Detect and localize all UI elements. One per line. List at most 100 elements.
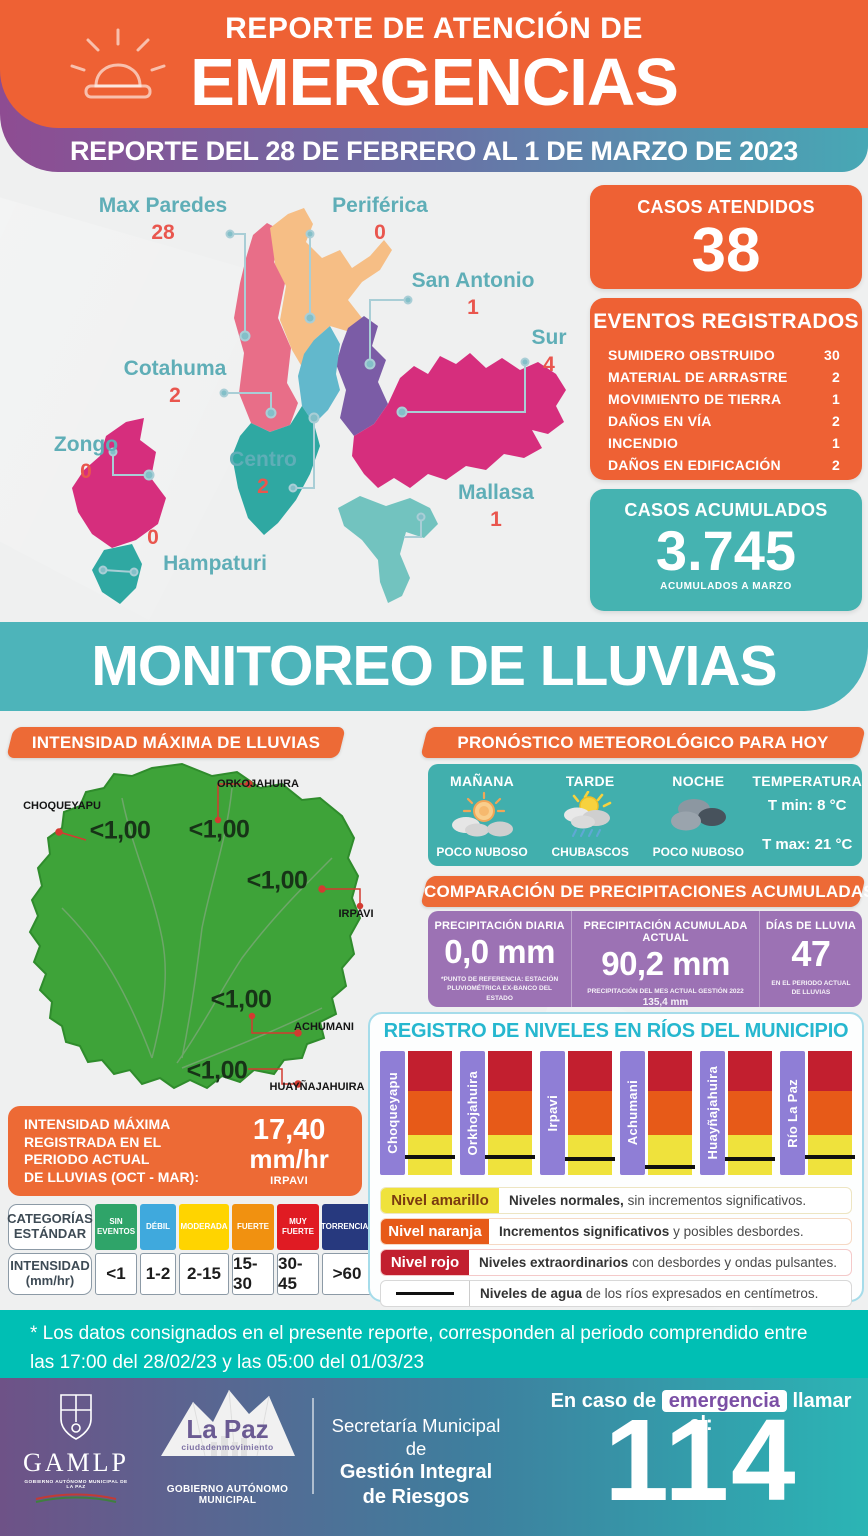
gamlp-logo: GAMLP GOBIERNO AUTÓNOMO MUNICIPAL DE LA … [20, 1392, 132, 1508]
max-intensity-unit: mm/hr [249, 1143, 329, 1174]
max-intensity-header-label: INTENSIDAD MÁXIMA DE LLUVIAS [31, 733, 321, 752]
report-title-line2: EMERGENCIAS [190, 45, 679, 120]
stat-note: PRECIPITACIÓN DEL MES ACTUAL GESTIÓN 202… [587, 988, 744, 1009]
stat-label: DÍAS DE LLUVIA [765, 920, 857, 932]
temperature-min: T min: 8 °C [767, 797, 847, 814]
district-label: Mallasa [458, 481, 534, 504]
intensity-cell: 30-45 [277, 1253, 319, 1295]
stat-value: 47 [791, 933, 831, 974]
rain-monitoring-banner: MONITOREO DE LLUVIAS [0, 622, 868, 711]
forecast-condition: CHUBASCOS [551, 845, 629, 859]
river-levels-legend: Nivel amarillo Niveles normales, sin inc… [380, 1187, 852, 1307]
station-label: HUAYÑAJAHUIRA [269, 1081, 365, 1093]
max-intensity-station: IRPAVI [270, 1174, 309, 1187]
district-value: 28 [151, 221, 175, 244]
event-row: DAÑOS EN EDIFICACIÓN 2 [590, 454, 862, 476]
stat-label: PRECIPITACIÓN DIARIA [434, 920, 565, 932]
max-intensity-label-line: DE LLUVIAS (OCT - MAR): [24, 1168, 199, 1185]
river-bar [805, 1051, 855, 1175]
legend-row: Nivel naranja Incrementos significativos… [380, 1218, 852, 1245]
gamlp-acronym: GAMLP [22, 1448, 129, 1477]
water-level-line [645, 1164, 695, 1169]
event-label: DAÑOS EN VÍA [608, 413, 712, 429]
legend-description: Niveles normales, sin incrementos signif… [509, 1193, 807, 1208]
stat-value: 0,0 mm [444, 933, 555, 970]
station-connectors [55, 780, 364, 1088]
river-group: Achumani [620, 1051, 695, 1175]
forecast-condition: POCO NUBOSO [652, 845, 744, 859]
forecast-night: NOCHE POCO NUBOSO [644, 764, 752, 866]
district-label: Centro [229, 448, 297, 471]
station-value: <1,00 [188, 815, 250, 844]
lapaz-tagline: ciudadenmovimiento [181, 1442, 274, 1452]
water-level-line [485, 1154, 535, 1159]
river-group: Choqueyapu [380, 1051, 455, 1175]
station-value: <1,00 [246, 866, 308, 895]
max-intensity-label-line: INTENSIDAD MÁXIMA [24, 1116, 171, 1132]
legend-badge-water-line [381, 1281, 470, 1306]
secretaria-line: Secretaría Municipal de [331, 1415, 501, 1460]
max-intensity-label: INTENSIDAD MÁXIMA REGISTRADA EN EL PERIO… [8, 1106, 222, 1196]
district-connectors [98, 229, 530, 577]
district-value: 2 [169, 384, 181, 407]
lapaz-wordmark: La Paz [186, 1414, 269, 1444]
gamlp-caption: GOBIERNO AUTÓNOMO MUNICIPAL DE LA PAZ [24, 1480, 128, 1490]
river-name-bar: Achumani [620, 1051, 645, 1175]
event-row: INCENDIO 1 [590, 432, 862, 454]
report-title-line1: REPORTE DE ATENCIÓN DE [225, 12, 643, 45]
max-intensity-value: 17,40 [252, 1114, 326, 1147]
station-label: ORKOJAHUIRA [217, 778, 299, 790]
district-value: 0 [80, 460, 92, 483]
events-registered-box: EVENTOS REGISTRADOS SUMIDERO OBSTRUIDO 3… [590, 298, 862, 480]
secretaria-line: Gestión Integral [339, 1461, 493, 1484]
category-cell: MUY FUERTE [277, 1204, 319, 1250]
district-shape-zongo [72, 418, 166, 548]
table-header-categories: CATEGORÍAS ESTÁNDAR [7, 1204, 93, 1250]
river-bar [725, 1051, 775, 1175]
cases-accumulated-box: CASOS ACUMULADOS 3.745 ACUMULADOS A MARZ… [590, 489, 862, 611]
legend-badge-red: Nivel rojo [381, 1250, 469, 1275]
station-label: CHOQUEYAPU [23, 800, 101, 812]
river-name-bar: Huayñajahuira [700, 1051, 725, 1175]
max-intensity-label-line: PERIODO ACTUAL [24, 1151, 150, 1168]
legend-description: Niveles de agua de los ríos expresados e… [480, 1286, 819, 1301]
water-level-line [805, 1154, 855, 1159]
cases-accumulated-value: 3.745 [655, 519, 797, 582]
river-bar [565, 1051, 615, 1175]
district-value: 4 [543, 353, 555, 376]
district-value: 1 [467, 296, 479, 319]
station-value: <1,00 [210, 985, 272, 1014]
water-line-sample [396, 1292, 454, 1295]
event-label: SUMIDERO OBSTRUIDO [608, 347, 775, 363]
emergency-number: 114 [604, 1395, 798, 1525]
stat-note: EN EL PERIODO ACTUAL DE LLUVIAS [771, 980, 851, 997]
event-value: 30 [824, 347, 840, 363]
precipitation-daily: PRECIPITACIÓN DIARIA 0,0 mm *PUNTO DE RE… [428, 911, 571, 1007]
sun-clouds-icon [452, 791, 514, 837]
intensity-cell: <1 [95, 1253, 137, 1295]
event-value: 2 [832, 413, 840, 429]
forecast-period-name: MAÑANA [450, 773, 515, 789]
river-bar [645, 1051, 695, 1175]
legend-badge-yellow: Nivel amarillo [381, 1188, 499, 1213]
rain-days: DÍAS DE LLUVIA 47 EN EL PERIODO ACTUAL D… [758, 911, 862, 1007]
river-bar [485, 1051, 535, 1175]
temperature-max: T max: 21 °C [762, 836, 853, 853]
emergency-call-line: En caso de emergencia llamar al: [545, 1390, 857, 1436]
event-value: 1 [832, 391, 840, 407]
river-levels-title: REGISTRO DE NIVELES EN RÍOS DEL MUNICIPI… [383, 1020, 849, 1042]
event-value: 2 [832, 369, 840, 385]
district-shape-periferica [270, 208, 392, 372]
rain-categories-table: CATEGORÍAS ESTÁNDAR SIN EVENTOS DÉBIL MOD… [7, 1204, 373, 1295]
category-cell: MODERADA [179, 1204, 229, 1250]
district-value: 2 [257, 475, 269, 498]
district-label: Zongo [53, 433, 119, 456]
max-intensity-header: INTENSIDAD MÁXIMA DE LLUVIAS [6, 727, 346, 758]
station-value: <1,00 [186, 1056, 248, 1085]
precipitation-header-label: COMPARACIÓN DE PRECIPITACIONES ACUMULADA… [424, 882, 868, 901]
district-label: San Antonio [411, 269, 535, 292]
siren-icon [70, 28, 166, 99]
water-level-line [725, 1157, 775, 1162]
district-shape-centro [298, 326, 340, 424]
district-shape-hampaturi [92, 544, 142, 604]
